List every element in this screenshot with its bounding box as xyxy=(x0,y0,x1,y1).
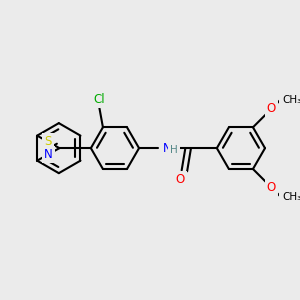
Text: CH₃: CH₃ xyxy=(282,94,300,104)
Text: S: S xyxy=(45,135,52,148)
Text: H: H xyxy=(170,145,178,155)
Text: N: N xyxy=(163,142,171,154)
Text: O: O xyxy=(175,173,184,186)
Text: CH₃: CH₃ xyxy=(282,192,300,202)
Text: O: O xyxy=(267,102,276,115)
Text: N: N xyxy=(44,148,52,161)
Text: Cl: Cl xyxy=(93,93,105,106)
Text: O: O xyxy=(267,181,276,194)
